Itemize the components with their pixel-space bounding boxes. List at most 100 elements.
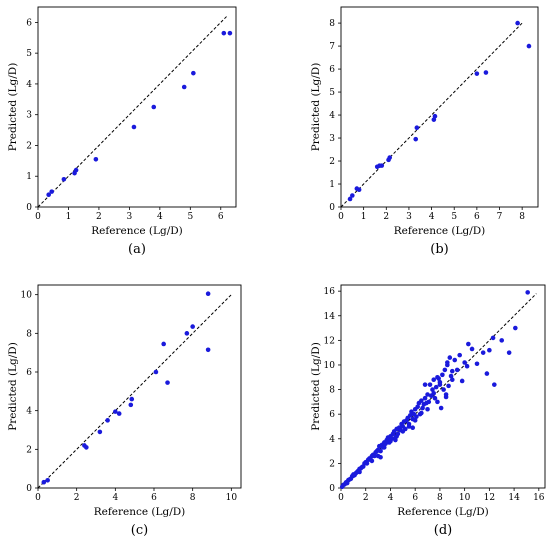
data-point [393, 437, 398, 443]
data-point [490, 335, 496, 341]
x-axis-label: Reference (Lg/D) [91, 225, 183, 237]
x-tick-label: 8 [437, 493, 443, 503]
data-point [184, 331, 190, 336]
y-tick-label: 0 [26, 203, 32, 213]
data-point [415, 404, 420, 410]
data-point [484, 371, 490, 376]
data-point [427, 382, 433, 387]
data-point [525, 290, 530, 295]
data-point [515, 20, 520, 26]
plot-frame [340, 284, 546, 489]
data-point [459, 378, 465, 384]
data-point [128, 402, 134, 408]
x-tick-label: 2 [96, 212, 102, 222]
data-point [440, 372, 445, 378]
data-point [97, 429, 103, 435]
data-point [492, 382, 497, 387]
data-point [474, 361, 480, 367]
y-tick-label: 2 [329, 459, 335, 469]
data-point [41, 479, 47, 485]
y-tick-label: 8 [26, 329, 32, 339]
x-axis-label: Reference (Lg/D) [394, 225, 486, 237]
chart-b: 0 1 2 3 4 5 6 7 8 0 1 2 3 4 5 6 7 8 Reference (Lg/D) Predic… [310, 6, 539, 257]
data-point [113, 409, 118, 414]
data-point [49, 189, 55, 194]
x-tick-label: 6 [474, 212, 480, 222]
data-point [372, 453, 377, 459]
x-tick-label: 5 [451, 212, 457, 222]
y-axis-label: Predicted (Lg/D) [7, 63, 19, 152]
data-point [412, 418, 418, 423]
chart-c: 0 2 4 6 8 10 0 2 4 6 8 10 Reference (Lg/D) Predicted … [7, 284, 242, 538]
x-tick-label: 7 [497, 212, 503, 222]
x-tick-label: 3 [127, 212, 133, 222]
x-tick-label: 4 [429, 212, 435, 222]
data-point [526, 43, 532, 49]
x-axis-label: Reference (Lg/D) [397, 506, 489, 518]
data-point [400, 429, 406, 434]
x-tick-label: 3 [406, 212, 412, 222]
data-point [445, 360, 450, 365]
x-tick-label: 1 [66, 212, 72, 222]
data-point [432, 395, 438, 401]
data-point [116, 411, 122, 416]
y-tick-label: 7 [329, 42, 335, 52]
data-point [227, 30, 233, 36]
data-point [420, 405, 425, 411]
x-tick-label: 16 [533, 493, 545, 503]
data-point [205, 347, 211, 353]
y-tick-label: 4 [26, 80, 32, 90]
data-point [462, 360, 467, 365]
y-tick-label: 0 [329, 203, 335, 213]
data-point [129, 396, 135, 402]
x-tick-label: 0 [338, 212, 344, 222]
data-point [422, 382, 428, 387]
x-tick-label: 1 [361, 212, 367, 222]
data-point [406, 424, 412, 429]
data-point [499, 338, 505, 343]
data-point [181, 84, 187, 90]
x-tick-label: 2 [363, 493, 369, 503]
data-point [151, 104, 157, 110]
y-tick-label: 4 [26, 407, 32, 417]
x-tick-label: 10 [226, 493, 238, 503]
x-tick-label: 12 [484, 493, 495, 503]
data-point [469, 346, 475, 352]
x-tick-label: 6 [412, 493, 418, 503]
x-axis-label: Reference (Lg/D) [94, 506, 186, 518]
data-point [221, 30, 227, 36]
data-point [344, 480, 350, 486]
y-tick-label: 2 [26, 141, 32, 151]
data-point [443, 394, 449, 400]
y-tick-label: 3 [329, 134, 335, 144]
y-tick-label: 5 [26, 49, 32, 59]
chart-d: 0 2 4 6 8 10 12 14 16 0 2 4 6 8 10 12 14 16 Reference (Lg/… [310, 284, 546, 538]
data-point [378, 448, 383, 454]
data-point [419, 410, 424, 416]
x-tick-label: 2 [383, 212, 389, 222]
y-tick-label: 8 [329, 19, 335, 29]
y-tick-label: 5 [329, 88, 335, 98]
data-point [457, 352, 462, 358]
x-tick-label: 8 [519, 212, 525, 222]
data-point [190, 324, 195, 329]
data-point [425, 406, 430, 412]
x-tick-label: 4 [112, 493, 118, 503]
data-point [431, 390, 437, 396]
y-tick-label: 6 [26, 18, 32, 28]
data-point [466, 341, 471, 347]
plot-frame [340, 6, 539, 208]
y-tick-label: 6 [329, 410, 335, 420]
data-point [464, 363, 470, 369]
y-axis-label: Predicted (Lg/D) [7, 342, 19, 431]
data-point [379, 163, 385, 168]
data-point [356, 187, 362, 193]
data-point [449, 368, 455, 374]
data-point [506, 350, 512, 355]
x-tick-label: 6 [218, 212, 224, 222]
data-point [73, 167, 79, 173]
y-tick-label: 4 [329, 111, 335, 121]
data-point [351, 472, 356, 477]
y-tick-label: 10 [21, 291, 33, 301]
x-tick-label: 4 [157, 212, 163, 222]
